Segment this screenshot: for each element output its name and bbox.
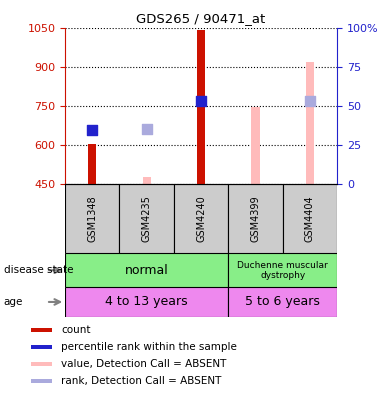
Bar bbox=[283, 184, 337, 253]
Text: rank, Detection Call = ABSENT: rank, Detection Call = ABSENT bbox=[61, 376, 222, 386]
Bar bbox=[142, 177, 151, 184]
Point bbox=[144, 126, 150, 132]
Bar bbox=[174, 184, 228, 253]
Text: 5 to 6 years: 5 to 6 years bbox=[245, 295, 320, 308]
Bar bbox=[31, 362, 52, 366]
Bar bbox=[228, 253, 337, 287]
Text: 4 to 13 years: 4 to 13 years bbox=[105, 295, 188, 308]
Text: GSM1348: GSM1348 bbox=[87, 196, 97, 242]
Bar bbox=[306, 62, 314, 184]
Bar bbox=[65, 184, 119, 253]
Text: count: count bbox=[61, 325, 91, 335]
Bar bbox=[65, 287, 228, 317]
Text: value, Detection Call = ABSENT: value, Detection Call = ABSENT bbox=[61, 359, 227, 369]
Bar bbox=[31, 379, 52, 383]
Text: age: age bbox=[4, 297, 23, 307]
Bar bbox=[228, 287, 337, 317]
Text: Duchenne muscular
dystrophy: Duchenne muscular dystrophy bbox=[237, 261, 328, 280]
Point bbox=[307, 98, 313, 105]
Point bbox=[198, 98, 204, 105]
Text: GSM4404: GSM4404 bbox=[305, 196, 315, 242]
Bar bbox=[65, 253, 228, 287]
Text: disease state: disease state bbox=[4, 265, 73, 275]
Text: percentile rank within the sample: percentile rank within the sample bbox=[61, 342, 237, 352]
Bar bbox=[197, 30, 205, 184]
Bar bbox=[31, 327, 52, 331]
Bar bbox=[88, 144, 97, 184]
Bar bbox=[228, 184, 283, 253]
Text: GSM4235: GSM4235 bbox=[142, 195, 152, 242]
Bar bbox=[31, 345, 52, 349]
Text: normal: normal bbox=[125, 264, 169, 277]
Title: GDS265 / 90471_at: GDS265 / 90471_at bbox=[136, 12, 266, 25]
Text: GSM4240: GSM4240 bbox=[196, 195, 206, 242]
Text: GSM4399: GSM4399 bbox=[250, 196, 260, 242]
Point bbox=[89, 127, 95, 133]
Bar bbox=[251, 107, 260, 184]
Bar bbox=[119, 184, 174, 253]
